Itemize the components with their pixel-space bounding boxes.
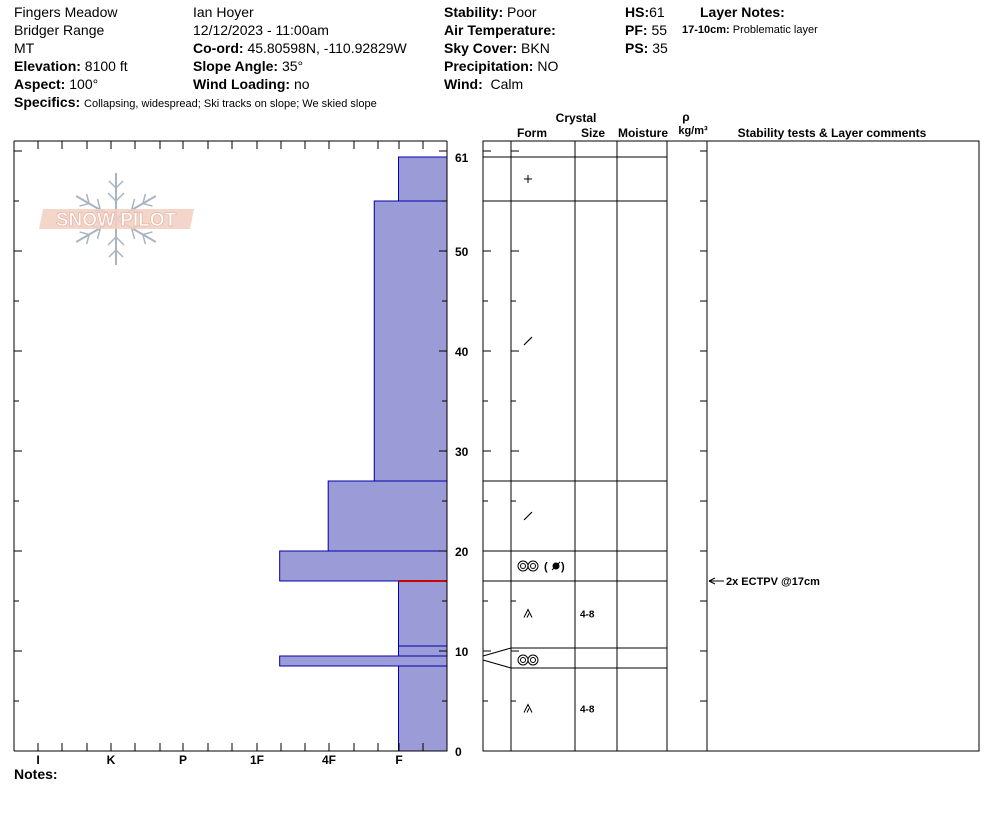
datetime: 12/12/2023 - 11:00am — [193, 22, 329, 38]
logo-text: SNOW PILOT — [56, 210, 177, 231]
ring-outer — [527, 560, 539, 572]
hs: HS:61 — [625, 4, 665, 20]
stability-test-label: 2x ECTPV @17cm — [726, 576, 820, 588]
snowflake-branch — [107, 235, 125, 258]
grain-size: 4-8 — [580, 705, 595, 716]
grain-form-depth-hoar — [523, 608, 533, 618]
moisture-header: Moisture — [618, 126, 668, 140]
ring-outer — [527, 654, 539, 666]
melt-freeze-slash — [551, 561, 561, 571]
grain-form-depth-hoar — [523, 703, 533, 713]
logo-band — [39, 209, 194, 229]
observer: Ian Hoyer — [193, 4, 254, 20]
ring-inner — [520, 563, 526, 569]
hardness-label: I — [36, 753, 39, 767]
hardness-label: K — [107, 753, 116, 767]
density-symbol: ρ — [682, 110, 689, 124]
crystal-header: Crystal — [556, 111, 597, 125]
wind-loading: Wind Loading: no — [193, 76, 310, 92]
coord: Co-ord: 45.80598N, -110.92829W — [193, 40, 407, 56]
hardness-label: 1F — [250, 753, 264, 767]
paren-symbol: ( — [544, 561, 548, 573]
ring-inner — [530, 563, 536, 569]
slash-symbol — [523, 511, 533, 521]
notes-label: Notes: — [14, 766, 58, 782]
size-header: Size — [581, 126, 605, 140]
aspect: Aspect: 100° — [14, 76, 99, 92]
precipitation: Precipitation: NO — [444, 58, 559, 74]
form-header: Form — [517, 126, 547, 140]
layer-connector — [482, 659, 512, 669]
grain-size: 4-8 — [580, 610, 595, 621]
pf: PF: 55 — [625, 22, 668, 38]
range: Bridger Range — [14, 22, 105, 38]
hardness-label: P — [179, 753, 187, 767]
sky-cover: Sky Cover: BKN — [444, 40, 550, 56]
density-unit-header: kg/m³ — [678, 125, 708, 137]
hardness-bar — [398, 156, 448, 202]
ps: PS: 35 — [625, 40, 668, 56]
hardness-bar — [327, 480, 448, 552]
depth-label: 61 — [455, 151, 469, 165]
hardness-bar — [398, 665, 448, 752]
ring-inner — [520, 657, 526, 663]
snowflake-branch — [107, 180, 125, 203]
elevation: Elevation: 8100 ft — [14, 58, 128, 74]
snowpilot-logo: SNOW PILOT — [39, 173, 194, 265]
ring-outer — [517, 654, 529, 666]
grain-form-surface-hoar-with-melt-freeze: () — [517, 560, 565, 573]
plus-symbol — [524, 175, 532, 183]
hardness-bar — [398, 580, 448, 647]
wind: Wind: Calm — [444, 76, 524, 92]
layer-note: 17-10cm: Problematic layer — [682, 24, 818, 36]
depth-hoar-symbol — [523, 703, 533, 713]
slope-angle: Slope Angle: 35° — [193, 58, 304, 74]
stability-comments-header: Stability tests & Layer comments — [738, 126, 927, 140]
hardness-label: 4F — [322, 753, 336, 767]
hardness-label: F — [395, 753, 402, 767]
hardness-bar — [279, 655, 448, 667]
depth-label: 30 — [455, 445, 469, 459]
depth-label: 0 — [455, 745, 462, 759]
grain-form-decomposing — [523, 511, 533, 521]
specifics: Specifics: Collapsing, widespread; Ski t… — [14, 94, 377, 110]
layer-table-frame — [482, 140, 980, 752]
depth-label: 10 — [455, 645, 469, 659]
depth-label: 50 — [455, 245, 469, 259]
grain-form-surface-hoar — [517, 654, 539, 666]
layer-notes-label: Layer Notes: — [700, 4, 785, 20]
state: MT — [14, 40, 35, 56]
ring-outer — [517, 560, 529, 572]
stability: Stability: Poor — [444, 4, 537, 20]
paren-symbol: ) — [561, 561, 565, 573]
slash-symbol — [523, 336, 533, 346]
depth-label: 40 — [455, 345, 469, 359]
grain-form-new-snow — [524, 175, 532, 183]
air-temperature: Air Temperature: — [444, 22, 556, 38]
depth-label: 20 — [455, 545, 469, 559]
hardness-bar — [373, 200, 448, 482]
layer-connector — [482, 647, 512, 657]
depth-hoar-symbol — [523, 608, 533, 618]
arrow-head — [708, 577, 716, 585]
location: Fingers Meadow — [14, 4, 118, 20]
grain-form-decomposing — [523, 336, 533, 346]
hardness-bar — [279, 550, 448, 582]
ring-inner — [530, 657, 536, 663]
